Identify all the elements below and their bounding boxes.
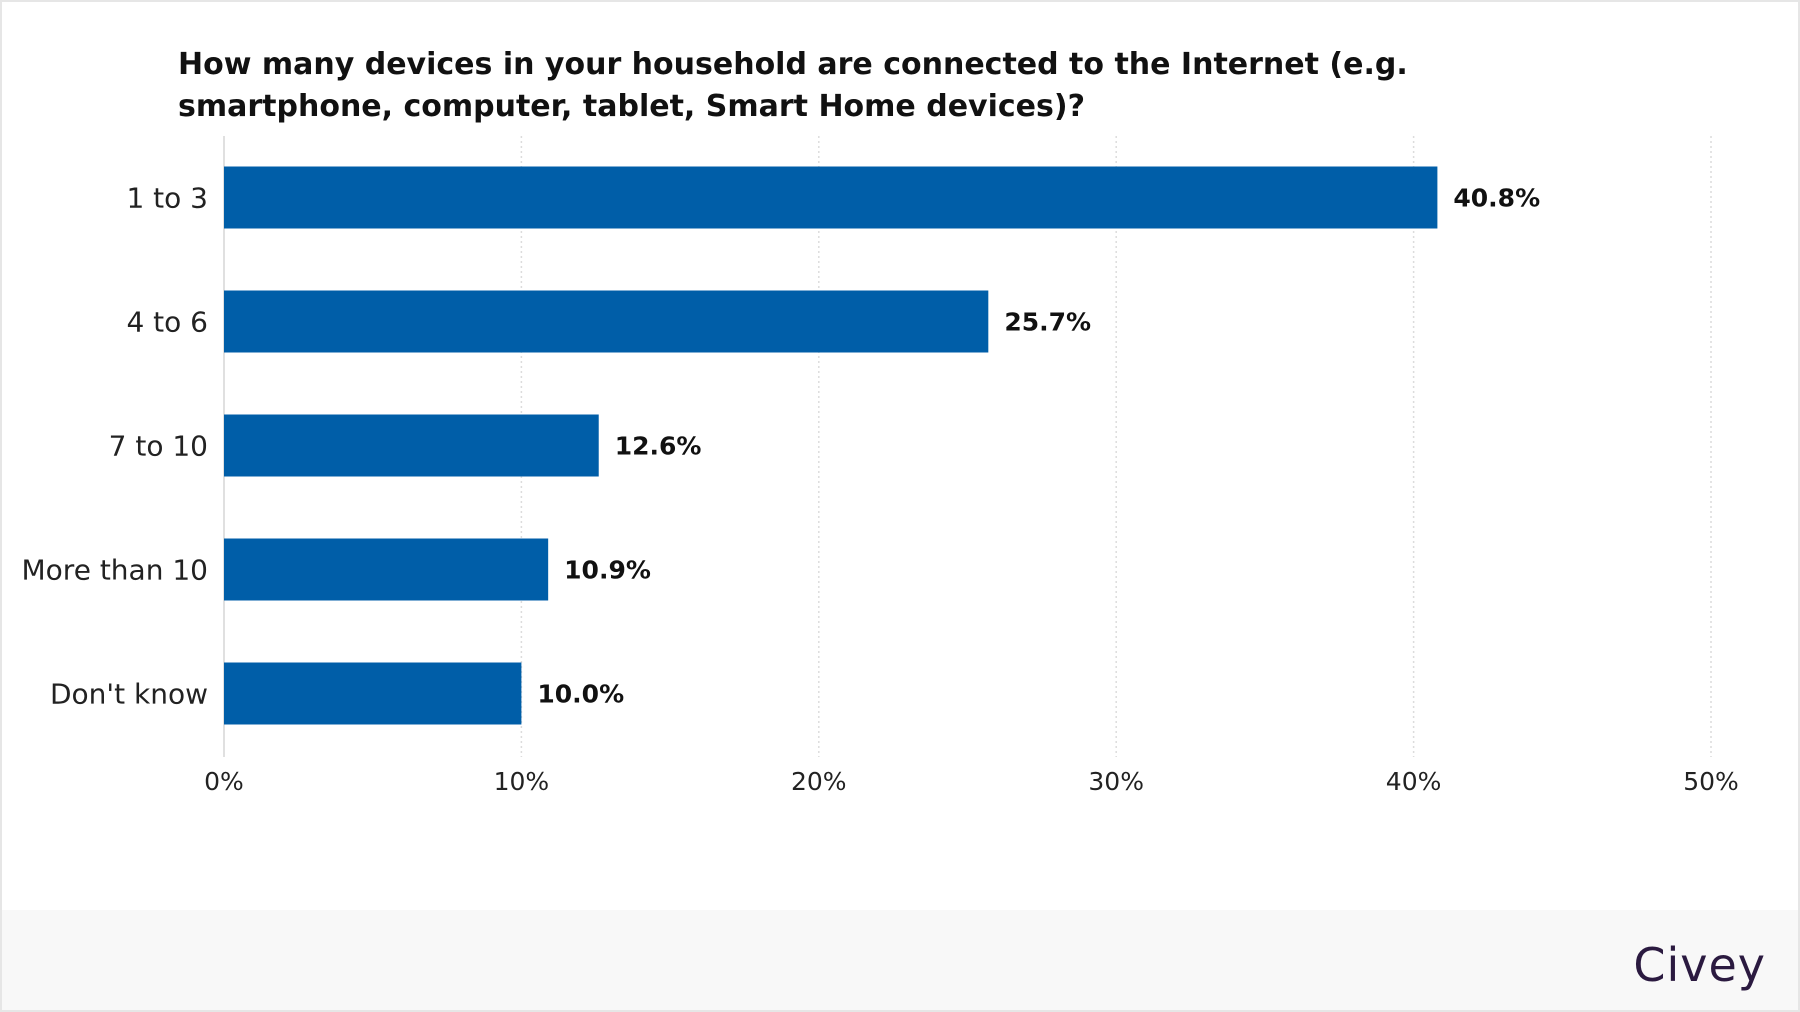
category-label: 7 to 10 [109, 430, 208, 463]
bar [224, 290, 989, 353]
civey-logo: Civey [1633, 938, 1766, 992]
bar [224, 414, 599, 477]
bar [224, 166, 1438, 229]
tick-label: 50% [1683, 767, 1739, 796]
category-label: 4 to 6 [126, 306, 208, 339]
tick-label: 0% [204, 767, 244, 796]
value-label: 40.8% [1453, 184, 1540, 213]
category-label: More than 10 [22, 554, 208, 587]
tick-label: 40% [1386, 767, 1442, 796]
tick-label: 10% [494, 767, 550, 796]
bar [224, 538, 549, 601]
category-label: Don't know [50, 678, 208, 711]
value-label: 25.7% [1004, 308, 1091, 337]
footer: Civey [2, 910, 1798, 1010]
value-label: 10.0% [537, 680, 624, 709]
value-label: 12.6% [615, 432, 702, 461]
tick-label: 30% [1088, 767, 1144, 796]
value-label: 10.9% [564, 556, 651, 585]
bar [224, 662, 522, 725]
tick-label: 20% [791, 767, 847, 796]
category-label: 1 to 3 [126, 182, 208, 215]
chart-title: How many devices in your household are c… [178, 47, 1408, 124]
